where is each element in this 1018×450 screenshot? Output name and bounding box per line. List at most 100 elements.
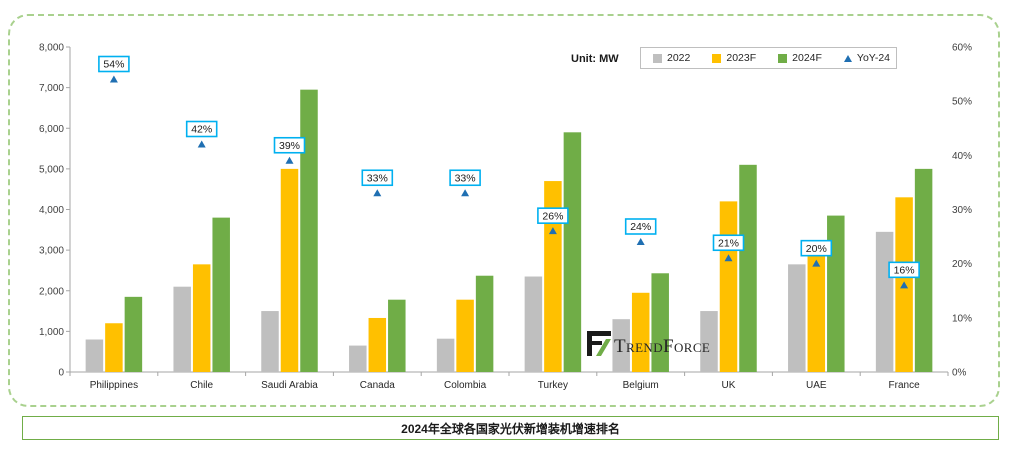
- x-tick-label-colombia: Colombia: [444, 380, 487, 391]
- y-tick-label: 3,000: [39, 246, 64, 257]
- yoy-label-box-philippines: [98, 55, 130, 73]
- bar-2024f-colombia: [475, 275, 494, 372]
- bar-2022-colombia: [436, 338, 455, 372]
- yoy-data-label-uae: 20%: [806, 243, 827, 255]
- bar-2022-canada: [349, 345, 367, 372]
- x-tick-label-uk: UK: [722, 380, 736, 391]
- bar-2022-saudi-arabia: [261, 311, 279, 372]
- bar-2022-uk: [700, 311, 718, 372]
- y-tick-label: 0: [58, 368, 64, 379]
- y2-tick-label: 50%: [952, 97, 972, 108]
- x-tick-label-chile: Chile: [190, 380, 213, 391]
- bar-2023f-saudi-arabia: [280, 168, 299, 372]
- yoy-data-label-saudi-arabia: 39%: [279, 140, 300, 152]
- y-tick-label: 4,000: [39, 205, 64, 216]
- x-tick-label-saudi-arabia: Saudi Arabia: [261, 380, 318, 391]
- yoy-marker-colombia: [461, 189, 470, 197]
- bar-2023f-uk: [719, 201, 738, 372]
- y-tick-label: 7,000: [39, 83, 64, 94]
- bar-2023f-colombia: [456, 299, 474, 372]
- y2-tick-label: 20%: [952, 259, 972, 270]
- bar-chart: 0 1,000 2,000 3,000 4,000 5,000 6,000 7,000 8,00…: [39, 43, 972, 392]
- bar-2023f-belgium: [631, 292, 650, 372]
- yoy-marker-canada: [373, 189, 382, 197]
- x-tick-label-turkey: Turkey: [538, 380, 568, 391]
- yoy-label-box-france: [888, 261, 920, 279]
- x-tick-label-philippines: Philippines: [90, 380, 138, 391]
- y2-tick-label: 30%: [952, 205, 972, 216]
- bar-2024f-philippines: [124, 296, 143, 372]
- y2-tick-label: 60%: [952, 43, 972, 54]
- legend-label-2024f: 2024F: [792, 52, 822, 64]
- y-tick-label: 2,000: [39, 286, 64, 297]
- legend-swatch-2023f: [712, 53, 722, 63]
- bar-2022-chile: [173, 286, 191, 372]
- yoy-data-label-turkey: 26%: [542, 210, 563, 222]
- bar-2023f-uae: [807, 254, 826, 372]
- bar-2023f-chile: [192, 264, 211, 372]
- yoy-marker-saudi-arabia: [285, 156, 294, 164]
- trendforce-logo-icon: [587, 331, 611, 356]
- series-yoy-24: 54% 42% 39% 33% 33% 26% 24% 21% 20% 16%: [98, 55, 920, 289]
- bar-2022-uae: [788, 264, 806, 372]
- bar-2024f-turkey: [563, 132, 582, 372]
- bar-2022-philippines: [85, 339, 104, 372]
- bar-2023f-canada: [368, 317, 387, 372]
- logo-icon-part: [587, 331, 611, 336]
- legend-item-2023f: 2023F: [712, 52, 756, 64]
- yoy-data-label-canada: 33%: [367, 172, 388, 184]
- y-tick-label: 1,000: [39, 327, 64, 338]
- x-tick-label-belgium: Belgium: [623, 380, 659, 391]
- x-tick-label-uae: UAE: [806, 380, 827, 391]
- y2-tick-label: 0%: [952, 368, 967, 379]
- logo-icon-part: [587, 341, 602, 345]
- yoy-label-box-colombia: [449, 169, 481, 187]
- bar-2024f-belgium: [651, 273, 669, 372]
- bar-2024f-chile: [212, 217, 230, 372]
- bar-2022-belgium: [612, 319, 630, 372]
- yoy-data-label-france: 16%: [894, 265, 915, 277]
- legend-item-2022: 2022: [653, 52, 690, 64]
- bar-2023f-turkey: [544, 181, 562, 372]
- bar-2022-france: [875, 231, 894, 372]
- yoy-marker-belgium: [636, 238, 645, 245]
- yoy-label-box-turkey: [537, 207, 569, 224]
- yoy-label-box-chile: [185, 120, 218, 138]
- yoy-marker-france: [900, 281, 909, 289]
- yoy-label-box-uae: [800, 239, 833, 257]
- legend-label-yoy: YoY-24: [856, 52, 891, 64]
- yoy-data-label-belgium: 24%: [630, 221, 651, 233]
- logo-icon-part: [596, 339, 611, 356]
- yoy-marker-philippines: [109, 75, 118, 83]
- bar-2024f-saudi-arabia: [300, 89, 318, 372]
- bar-2024f-uae: [827, 215, 845, 372]
- yoy-label-box-belgium: [624, 218, 657, 235]
- y2-tick-label: 40%: [952, 151, 972, 162]
- x-tick-label-france: France: [889, 380, 921, 391]
- yoy-data-label-chile: 42%: [191, 124, 212, 136]
- bar-2024f-france: [914, 168, 933, 372]
- legend-label-2023f: 2023F: [726, 52, 757, 64]
- yoy-marker-chile: [197, 140, 206, 148]
- bar-2023f-philippines: [105, 323, 123, 372]
- axes: 0 1,000 2,000 3,000 4,000 5,000 6,000 7,000 8,00…: [39, 43, 972, 392]
- triangle-marker-icon: [843, 54, 852, 62]
- legend-swatch-2024f: [778, 53, 788, 63]
- chart-legend: 2022 2023F 2024F YoY-24: [640, 47, 897, 69]
- legend-label-2022: 2022: [667, 52, 691, 64]
- yoy-label-box-uk: [712, 234, 745, 252]
- yoy-data-label-uk: 21%: [718, 237, 739, 249]
- yoy-data-label-colombia: 33%: [455, 172, 476, 184]
- yoy-label-box-saudi-arabia: [273, 136, 306, 154]
- unit-label: Unit: MW: [571, 53, 619, 65]
- bar-2024f-uk: [739, 164, 757, 372]
- yoy-marker-uae: [812, 259, 821, 267]
- x-tick-label-canada: Canada: [360, 380, 395, 391]
- yoy-label-box-canada: [361, 169, 394, 187]
- bar-2024f-canada: [388, 299, 406, 372]
- yoy-data-label-philippines: 54%: [103, 59, 124, 71]
- bar-2022-turkey: [524, 276, 543, 372]
- legend-item-2024f: 2024F: [778, 52, 822, 64]
- chart-frame: [8, 14, 1000, 407]
- chart-caption: 2024年全球各国家光伏新增装机增速排名: [22, 416, 999, 440]
